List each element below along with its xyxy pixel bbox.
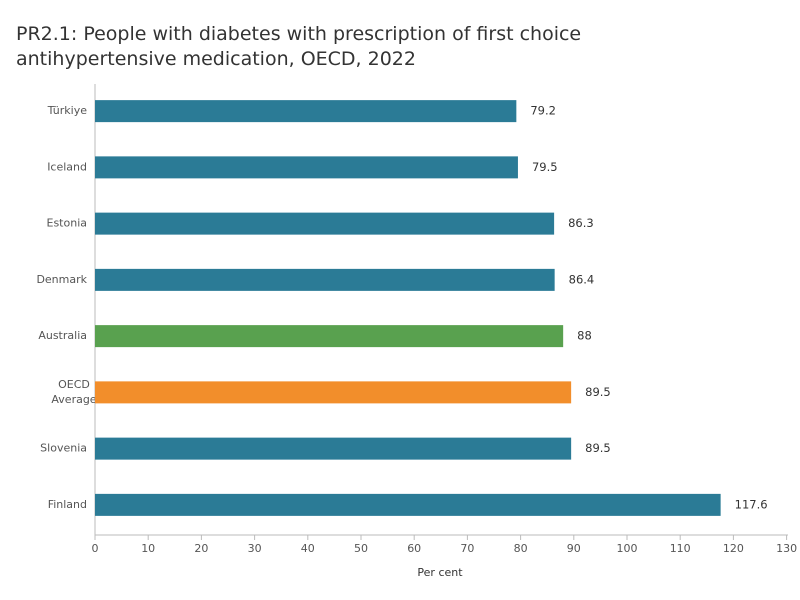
bar (95, 268, 555, 291)
bar (95, 100, 517, 123)
value-label: 89.5 (585, 385, 611, 399)
x-tick-label: 50 (354, 542, 368, 555)
x-tick-label: 0 (92, 542, 99, 555)
y-tick-label: Australia (38, 329, 87, 342)
x-tick-label: 90 (567, 542, 581, 555)
y-tick-label: Finland (48, 498, 87, 511)
value-label: 89.5 (585, 441, 611, 455)
bar (95, 381, 572, 404)
x-tick-label: 40 (301, 542, 315, 555)
x-tick-label: 60 (407, 542, 421, 555)
bar (95, 437, 572, 460)
bar (95, 156, 518, 179)
value-label: 79.2 (530, 104, 556, 118)
x-tick-label: 110 (670, 542, 691, 555)
value-label: 88 (577, 329, 592, 343)
x-tick-label: 20 (194, 542, 208, 555)
x-tick-label: 100 (617, 542, 638, 555)
x-tick-label: 70 (460, 542, 474, 555)
x-tick-label: 80 (514, 542, 528, 555)
y-tick-label: OECD Average (51, 378, 96, 406)
bar (95, 325, 564, 348)
bar (95, 212, 555, 235)
y-tick-label: Türkiye (47, 104, 88, 117)
value-label: 86.4 (569, 272, 595, 286)
y-tick-label: Iceland (47, 160, 87, 173)
y-tick-label: Slovenia (40, 442, 87, 455)
chart-title: PR2.1: People with diabetes with prescri… (16, 23, 581, 70)
bar (95, 493, 721, 516)
value-label: 79.5 (532, 160, 558, 174)
x-axis-label: Per cent (417, 566, 463, 579)
x-tick-label: 30 (248, 542, 262, 555)
x-tick-label: 130 (776, 542, 797, 555)
y-tick-label: Denmark (36, 273, 87, 286)
value-label: 86.3 (568, 216, 594, 230)
x-tick-label: 10 (141, 542, 155, 555)
y-tick-label: Estonia (47, 217, 88, 230)
x-tick-label: 120 (723, 542, 744, 555)
value-label: 117.6 (735, 497, 768, 511)
